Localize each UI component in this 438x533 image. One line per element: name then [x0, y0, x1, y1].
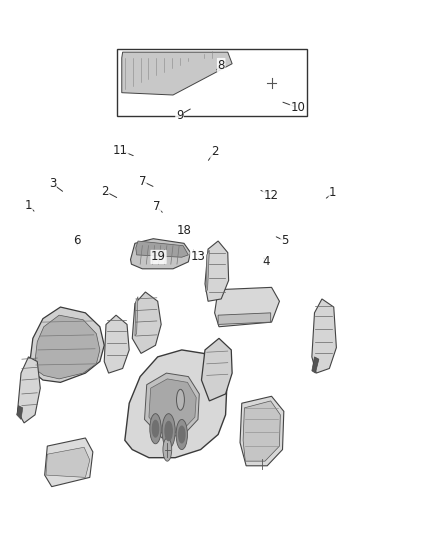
Circle shape: [165, 422, 172, 441]
Text: 2: 2: [101, 185, 109, 198]
Text: 10: 10: [290, 101, 305, 114]
Circle shape: [150, 414, 161, 444]
Polygon shape: [243, 401, 280, 461]
Text: 8: 8: [218, 59, 225, 71]
Text: 2: 2: [211, 146, 219, 158]
Text: 3: 3: [49, 177, 56, 190]
Polygon shape: [312, 357, 319, 373]
Polygon shape: [34, 315, 100, 379]
Polygon shape: [218, 313, 271, 325]
Circle shape: [177, 389, 184, 410]
Text: 1: 1: [25, 199, 32, 212]
Text: 7: 7: [138, 175, 146, 188]
Text: 18: 18: [177, 224, 191, 237]
Polygon shape: [104, 315, 129, 373]
Text: 11: 11: [113, 144, 128, 157]
Polygon shape: [215, 287, 279, 327]
Circle shape: [162, 414, 175, 448]
Circle shape: [163, 438, 172, 461]
Polygon shape: [240, 396, 284, 466]
Polygon shape: [136, 241, 188, 257]
Text: 6: 6: [73, 235, 81, 247]
Text: 13: 13: [191, 251, 205, 263]
Polygon shape: [131, 239, 191, 269]
Polygon shape: [145, 373, 199, 438]
Polygon shape: [206, 251, 209, 292]
Polygon shape: [45, 438, 93, 487]
Circle shape: [152, 421, 159, 437]
Text: 5: 5: [281, 235, 288, 247]
Polygon shape: [205, 241, 229, 301]
Polygon shape: [135, 297, 138, 336]
Text: 4: 4: [262, 255, 270, 268]
Polygon shape: [132, 292, 161, 353]
Text: 7: 7: [153, 200, 161, 213]
Text: 9: 9: [176, 109, 184, 122]
Polygon shape: [122, 52, 232, 95]
Polygon shape: [17, 406, 23, 419]
Polygon shape: [149, 379, 196, 434]
Polygon shape: [125, 350, 227, 458]
Polygon shape: [28, 307, 104, 382]
Circle shape: [179, 426, 185, 443]
Polygon shape: [201, 338, 232, 401]
Text: 12: 12: [263, 189, 278, 201]
Bar: [117, 49, 307, 116]
Polygon shape: [312, 299, 336, 373]
Text: 1: 1: [329, 187, 337, 199]
Circle shape: [176, 419, 187, 449]
Text: 19: 19: [151, 251, 166, 263]
Polygon shape: [18, 357, 40, 423]
Polygon shape: [46, 447, 90, 478]
